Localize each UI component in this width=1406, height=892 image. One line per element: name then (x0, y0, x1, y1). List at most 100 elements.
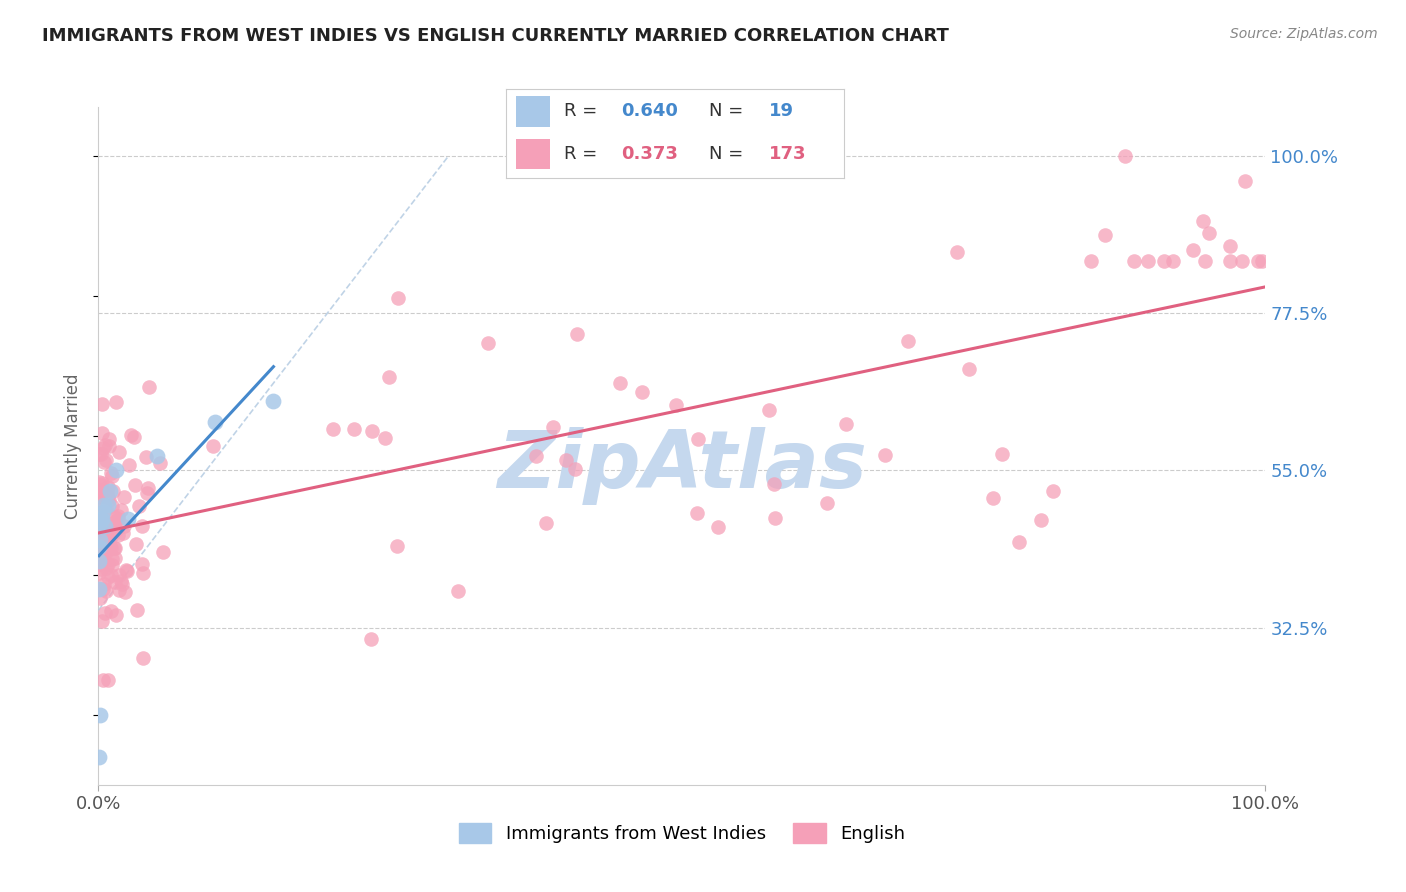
Point (104, 550, 127, 565)
Point (90, 549, 112, 564)
Point (112, 518, 135, 533)
Point (93, 500, 115, 514)
Point (105, 607, 128, 622)
Point (132, 566, 155, 581)
Point (91, 582, 114, 596)
Point (107, 512, 129, 526)
Point (89, 555, 111, 569)
Point (115, 563, 138, 577)
Point (1234, 174, 1257, 188)
Point (87, 527, 110, 541)
Point (100, 528, 122, 542)
Point (89, 533, 111, 548)
Point (89, 519, 111, 533)
Point (90, 562, 112, 576)
Point (93, 553, 115, 567)
Text: N =: N = (709, 145, 742, 163)
Point (97, 480, 120, 494)
Point (957, 362, 980, 376)
Text: ZipAtlas: ZipAtlas (496, 427, 868, 506)
Point (114, 585, 136, 599)
Point (93, 537, 115, 551)
Point (835, 417, 858, 431)
Text: N =: N = (709, 103, 742, 120)
Point (97, 535, 120, 549)
Point (758, 403, 780, 417)
Point (97, 558, 120, 572)
Point (91, 476, 114, 491)
Point (1192, 213, 1215, 227)
Point (541, 420, 564, 434)
Point (91, 536, 114, 550)
Point (90, 614, 112, 628)
Point (609, 376, 631, 390)
Point (107, 582, 129, 597)
Point (135, 450, 157, 464)
Point (93, 455, 115, 469)
Point (96, 544, 118, 558)
Point (100, 525, 122, 540)
Point (815, 496, 838, 510)
Point (105, 395, 128, 409)
Point (1247, 253, 1270, 268)
Point (90, 540, 112, 554)
Text: 0.640: 0.640 (621, 103, 678, 120)
Bar (516, 96, 550, 127)
Point (262, 393, 284, 408)
Point (91, 441, 114, 455)
Point (1194, 253, 1216, 268)
Point (89, 541, 111, 555)
Point (1230, 253, 1253, 268)
Point (630, 384, 652, 399)
Point (534, 516, 557, 530)
Point (1008, 534, 1031, 549)
Point (1029, 513, 1052, 527)
Point (87, 475, 110, 489)
Point (138, 380, 160, 394)
Point (1042, 483, 1064, 498)
Point (360, 424, 382, 438)
Point (97, 499, 120, 513)
Point (89, 554, 111, 568)
Point (387, 291, 409, 305)
Text: 173: 173 (769, 145, 807, 163)
Point (91, 673, 114, 687)
Point (897, 334, 920, 348)
Point (96, 561, 118, 575)
Point (94, 541, 117, 555)
Point (97, 439, 120, 453)
Point (385, 539, 408, 553)
Point (945, 245, 967, 260)
Point (118, 458, 141, 472)
Point (1219, 238, 1241, 252)
Point (121, 428, 143, 442)
Point (564, 462, 586, 476)
Point (1198, 226, 1220, 240)
Point (91, 505, 114, 519)
Point (111, 576, 134, 591)
Point (991, 447, 1014, 461)
Point (1181, 243, 1204, 257)
Point (524, 449, 547, 463)
Point (89, 533, 111, 548)
Point (101, 499, 124, 513)
Point (108, 445, 131, 459)
Point (115, 564, 138, 578)
Point (686, 506, 709, 520)
Point (103, 484, 125, 499)
Point (112, 490, 135, 504)
Point (96, 502, 118, 516)
Point (97, 569, 120, 583)
Point (360, 632, 382, 647)
Point (1153, 253, 1175, 268)
Point (93, 499, 115, 513)
Point (101, 520, 124, 534)
Point (117, 512, 139, 526)
Point (124, 477, 146, 491)
Point (100, 541, 122, 555)
Point (100, 568, 122, 582)
Point (100, 467, 122, 481)
Point (97, 519, 120, 533)
Point (96, 491, 118, 506)
Point (107, 567, 129, 582)
